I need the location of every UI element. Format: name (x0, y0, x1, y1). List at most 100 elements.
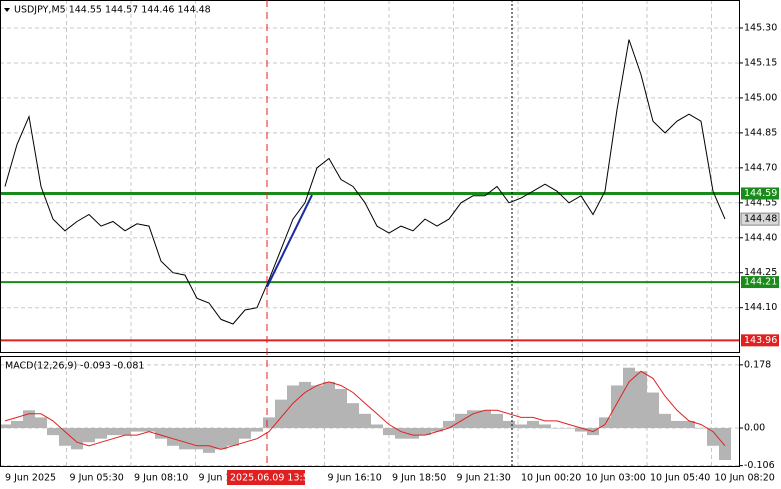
x-tick-label: 9 Jun 16:10 (328, 473, 382, 484)
macd-bar (395, 428, 407, 439)
macd-bar (155, 428, 167, 439)
price-line (4, 39, 726, 325)
macd-bar (23, 410, 35, 429)
macd-bar (407, 428, 419, 439)
macd-bar (611, 385, 623, 429)
x-tick-label: 9 Jun 10:50 (199, 473, 253, 484)
y-tick-label: 144.85 (744, 127, 777, 138)
level-label-box (741, 187, 779, 200)
macd-bar (719, 428, 731, 460)
macd-title: MACD(12,26,9) -0.093 -0.081 (5, 361, 144, 372)
macd-bar (263, 417, 275, 429)
y-tick-label: 144.25 (744, 267, 777, 278)
macd-bar (287, 385, 299, 429)
macd-bar (563, 428, 575, 429)
y-tick-label: 145.30 (744, 22, 777, 33)
macd-bar (251, 428, 263, 432)
macd-bar (443, 420, 455, 429)
macd-bar (179, 428, 191, 450)
macd-frame (0, 356, 740, 467)
macd-bar (239, 428, 251, 439)
macd-bar (515, 424, 527, 429)
level-label: 143.96 (744, 335, 777, 346)
macd-bar (479, 410, 491, 429)
x-tick-label: 9 Jun 05:30 (70, 473, 124, 484)
macd-bar (335, 389, 347, 429)
y-tick-label: 144.40 (744, 232, 777, 243)
macd-bar (11, 420, 23, 429)
macd-bar (539, 424, 551, 429)
macd-bar (383, 428, 395, 436)
menu-icon (4, 8, 10, 12)
level-label: 144.59 (744, 188, 777, 199)
y-tick-label: 144.55 (744, 197, 777, 208)
macd-bar (623, 367, 635, 429)
price-title: USDJPY,M5 144.55 144.57 144.46 144.48 (14, 5, 211, 16)
macd-bar (359, 413, 371, 429)
macd-bar (191, 428, 203, 450)
level-label-box (741, 276, 779, 289)
macd-bar (671, 420, 683, 429)
x-tick-label: 10 Jun 05:40 (650, 473, 710, 484)
signal-line (4, 370, 726, 450)
macd-bar (275, 399, 287, 429)
macd-bar (527, 420, 539, 429)
cursor-time-label: 2025.06.09 13:50 (230, 473, 315, 484)
x-tick-label: 10 Jun 08:20 (715, 473, 775, 484)
macd-bar (299, 381, 311, 429)
x-tick-label: 9 Jun 21:30 (457, 473, 511, 484)
macd-bar (707, 428, 719, 446)
macd-bar (431, 428, 443, 432)
trend-line (266, 194, 313, 288)
macd-bar (575, 428, 587, 432)
level-label: 144.21 (744, 277, 777, 288)
macd-bar (143, 428, 155, 432)
x-tick-label: 9 Jun 2025 (5, 473, 56, 484)
y-tick-label: 144.70 (744, 162, 777, 173)
y-tick-label: 0.00 (744, 423, 765, 434)
cursor-time-box (227, 470, 305, 485)
macd-bar (47, 428, 59, 436)
macd-bar (71, 428, 83, 450)
macd-bar (683, 420, 695, 429)
macd-bar (551, 428, 563, 429)
macd-bar (647, 392, 659, 429)
y-tick-label: 145.15 (744, 57, 777, 68)
macd-bar (419, 428, 431, 436)
macd-bar (503, 420, 515, 429)
macd-bar (215, 428, 227, 450)
y-tick-label: -0.106 (744, 460, 775, 471)
level-label-box (741, 334, 779, 347)
plot (0, 39, 740, 460)
macd-bar (371, 424, 383, 429)
x-tick-label: 10 Jun 03:00 (586, 473, 646, 484)
macd-bar (635, 371, 647, 429)
y-tick-label: 144.10 (744, 302, 777, 313)
y-tick-label: 0.178 (744, 359, 771, 370)
macd-bar (323, 381, 335, 429)
macd-bar (227, 428, 239, 446)
macd-bar (167, 428, 179, 446)
price-frame (0, 0, 740, 353)
x-tick-label: 10 Jun 00:20 (521, 473, 581, 484)
x-tick-label: 9 Jun 18:50 (392, 473, 446, 484)
macd-bar (0, 424, 11, 429)
macd-bar (59, 428, 71, 446)
macd-bar (119, 428, 131, 436)
last-price-label: 144.48 (744, 214, 777, 225)
macd-bar (107, 428, 119, 436)
last-price-box (740, 212, 780, 226)
macd-bar (659, 413, 671, 429)
macd-bar (311, 385, 323, 429)
y-tick-label: 145.00 (744, 92, 777, 103)
macd-bar (695, 428, 707, 429)
macd-bar (347, 403, 359, 429)
macd-bar (491, 413, 503, 429)
macd-bar (95, 428, 107, 439)
macd-bar (35, 417, 47, 429)
macd-bar (599, 417, 611, 429)
macd-bar (467, 410, 479, 429)
macd-bar (131, 428, 143, 432)
macd-bar (203, 428, 215, 453)
